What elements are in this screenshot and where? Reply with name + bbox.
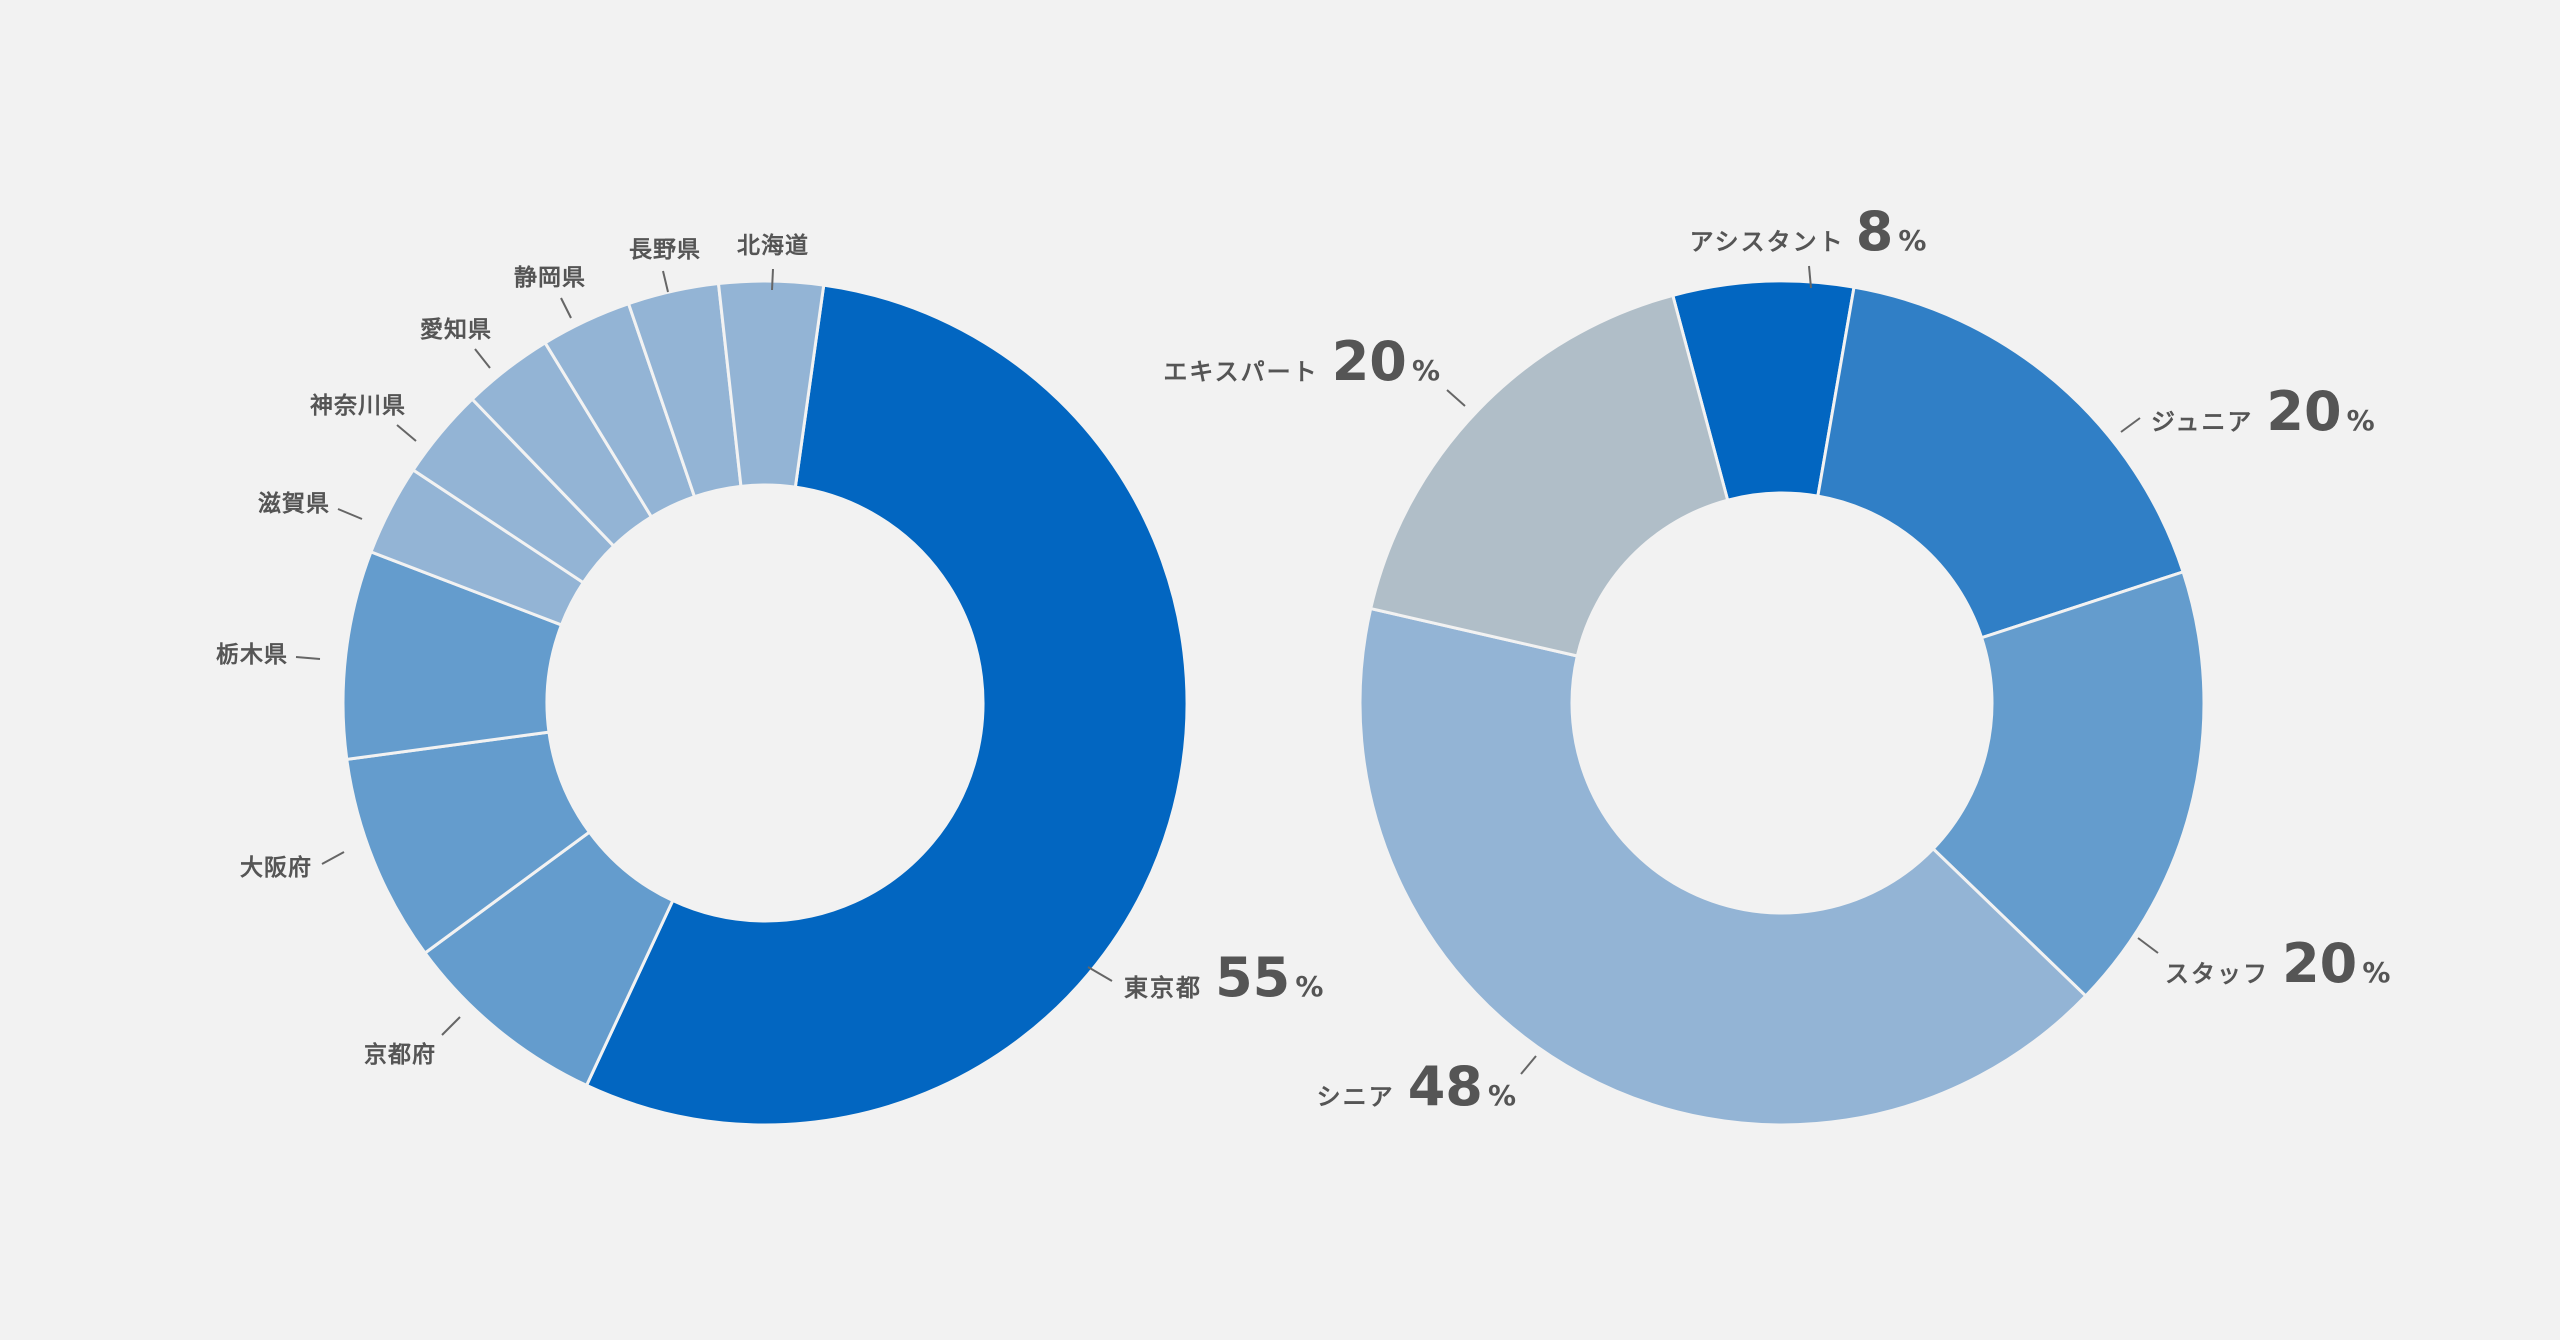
leader-shizuoka [560,297,572,319]
label-senior: シニア 48 % [1317,1055,1516,1118]
label-tokyo: 東京都 55 % [1124,946,1323,1009]
leader-staff [2137,937,2159,954]
leader-osaka [321,851,345,865]
level-slice-4 [1358,607,2088,1127]
label-junior: ジュニア 20 % [2151,380,2375,443]
leader-tochigi [295,656,321,660]
leader-expert [1446,389,1466,407]
leader-assistant [1808,265,1812,289]
level-labels: アシスタント 8 % ジュニア 20 % スタッフ 20 % シニア 48 % … [1163,200,2390,1118]
label-kyoto: 京都府 [364,1041,436,1068]
label-assistant: アシスタント 8 % [1690,200,1927,263]
leader-aichi [474,348,491,369]
prefecture-hole [548,486,982,920]
level-slice-5 [1369,293,1730,658]
level-hole [1573,494,1991,912]
label-expert: エキスパート 20 % [1163,330,1440,393]
label-shiga: 滋賀県 [258,490,330,517]
leader-senior [1520,1055,1537,1075]
label-aichi: 愛知県 [420,316,492,343]
prefecture-labels: 東京都 55 % 京都府 大阪府 栃木県 滋賀県 神奈川県 愛知県 静岡県 長野… [216,232,1323,1068]
label-nagano: 長野県 [629,237,701,263]
prefecture-slice-10 [716,279,826,489]
level-slice-3 [1931,570,2206,998]
leader-shiga [337,508,363,520]
leader-tokyo [1087,966,1113,982]
label-staff: スタッフ 20 % [2165,932,2390,995]
label-hokkaido: 北海道 [737,232,809,259]
prefecture-donut [341,279,1189,1127]
level-slice-2 [1816,285,2185,640]
label-kanagawa: 神奈川県 [310,392,406,419]
level-donut [1358,279,2206,1127]
leader-kyoto [441,1016,461,1036]
leader-hokkaido [771,268,774,291]
label-tochigi: 栃木県 [216,642,288,668]
label-shizuoka: 静岡県 [514,264,586,291]
leader-nagano [662,270,669,293]
label-osaka: 大阪府 [240,854,312,881]
prefecture-slice-1 [585,283,1189,1127]
leader-kanagawa [396,424,417,442]
leader-junior [2120,417,2141,433]
